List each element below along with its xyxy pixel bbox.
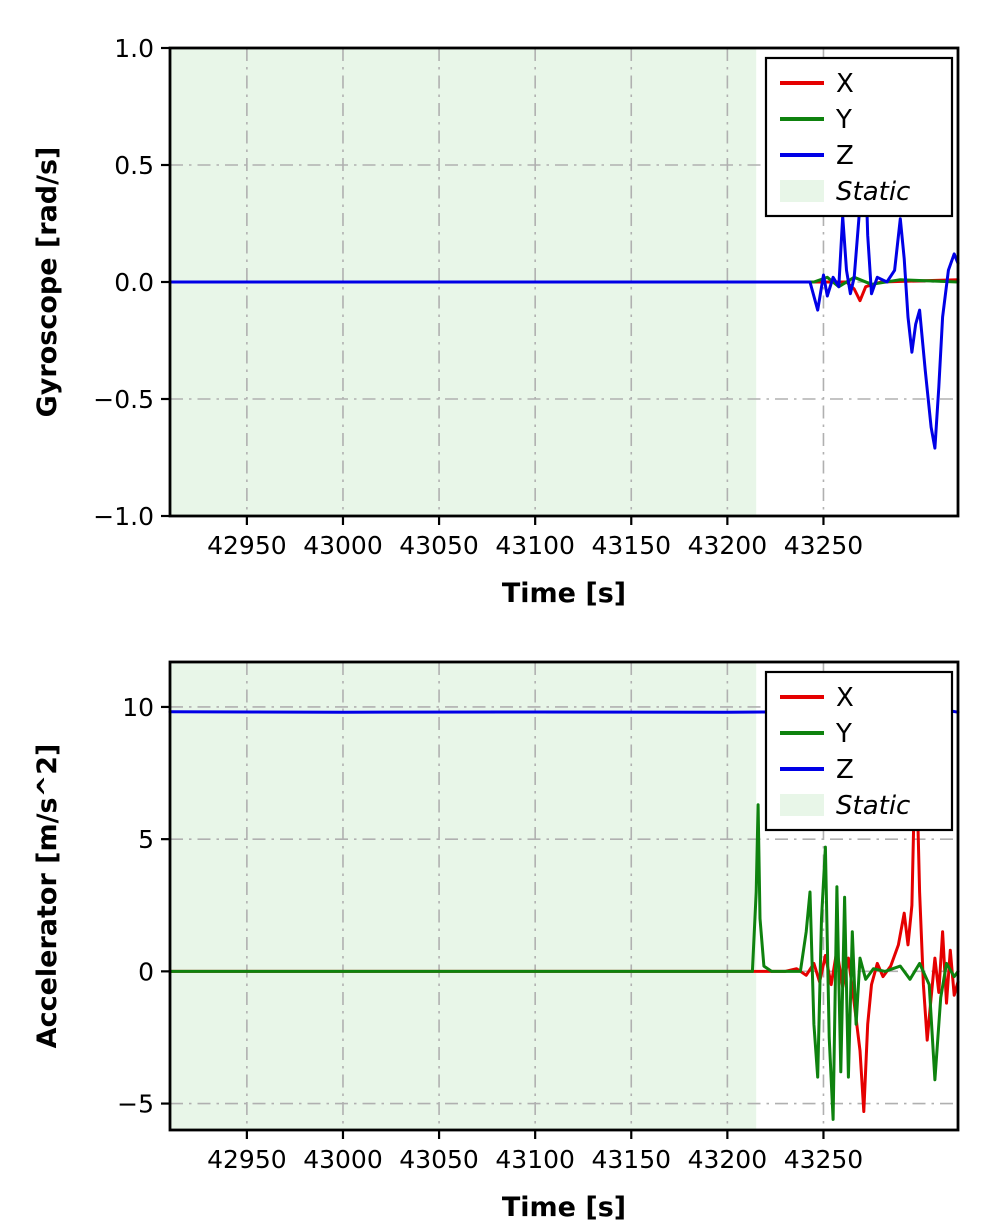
static-region-shading (170, 662, 757, 1130)
x-tick-label: 43200 (688, 1145, 768, 1174)
legend-label-Static: Static (836, 791, 910, 821)
accelerometer-chart: 42950 43000 43050 43100 43150 43200 43250 −5 0 5 1… (0, 614, 992, 1228)
accelerometer-plot-svg: 42950 43000 43050 43100 43150 43200 43250 −5 0 5 1… (32, 660, 960, 1223)
x-tick-label: 43100 (495, 1145, 575, 1174)
gridlines (170, 662, 958, 1130)
y-tick-label: 0.5 (114, 151, 154, 180)
accelerometer-series-X (168, 731, 960, 1113)
x-tick-label: 43250 (784, 531, 864, 560)
tick-marks (161, 46, 825, 525)
y-axis-label: Accelerator [m/s^2] (32, 744, 63, 1049)
x-tick-label: 43250 (784, 1145, 864, 1174)
x-tick-label: 42950 (207, 531, 287, 560)
tick-marks (161, 705, 825, 1139)
y-tick-label: −1.0 (93, 502, 154, 531)
y-tick-label: 1.0 (114, 34, 154, 63)
gyroscope-plot-svg: 42950 43000 43050 43100 43150 43200 43250 −1.0 −… (32, 34, 960, 609)
legend-label-Static: Static (836, 177, 910, 207)
legend-patch-sample-Static (780, 180, 824, 202)
legend: XYZ Static (764, 56, 954, 218)
plot-border (168, 660, 960, 1132)
y-tick-label: 0 (138, 957, 154, 986)
legend-label-X: X (836, 69, 854, 99)
y-tick-label: 10 (122, 693, 154, 722)
x-tick-label: 43050 (399, 1145, 479, 1174)
x-tick-label: 43100 (495, 531, 575, 560)
legend-patch-sample-Static (780, 794, 824, 816)
legend-label-X: X (836, 683, 854, 713)
x-tick-label: 42950 (207, 1145, 287, 1174)
x-tick-label: 43150 (592, 1145, 672, 1174)
x-tick-label: 43000 (303, 1145, 383, 1174)
gyroscope-series-Y (168, 275, 960, 289)
y-tick-label: 5 (138, 825, 154, 854)
legend-label-Y: Y (835, 719, 852, 749)
x-axis-label: Time [s] (502, 578, 626, 609)
gyroscope-series-Z (168, 107, 960, 450)
x-axis-label: Time [s] (502, 1192, 626, 1223)
y-tick-label: −0.5 (93, 385, 154, 414)
x-tick-label: 43050 (399, 531, 479, 560)
legend-label-Y: Y (835, 105, 852, 135)
accelerometer-series-Y (168, 803, 960, 1121)
y-tick-label: −5 (117, 1090, 154, 1119)
x-tick-label: 43000 (303, 531, 383, 560)
y-tick-label: 0.0 (114, 268, 154, 297)
legend-label-Z: Z (836, 141, 854, 171)
x-tick-label: 43150 (592, 531, 672, 560)
legend: XYZ Static (764, 670, 954, 832)
x-tick-label: 43200 (688, 531, 768, 560)
gyroscope-chart: 42950 43000 43050 43100 43150 43200 43250 −1.0 −… (32, 34, 960, 609)
y-axis-label: Gyroscope [rad/s] (32, 147, 63, 418)
legend-label-Z: Z (836, 755, 854, 785)
